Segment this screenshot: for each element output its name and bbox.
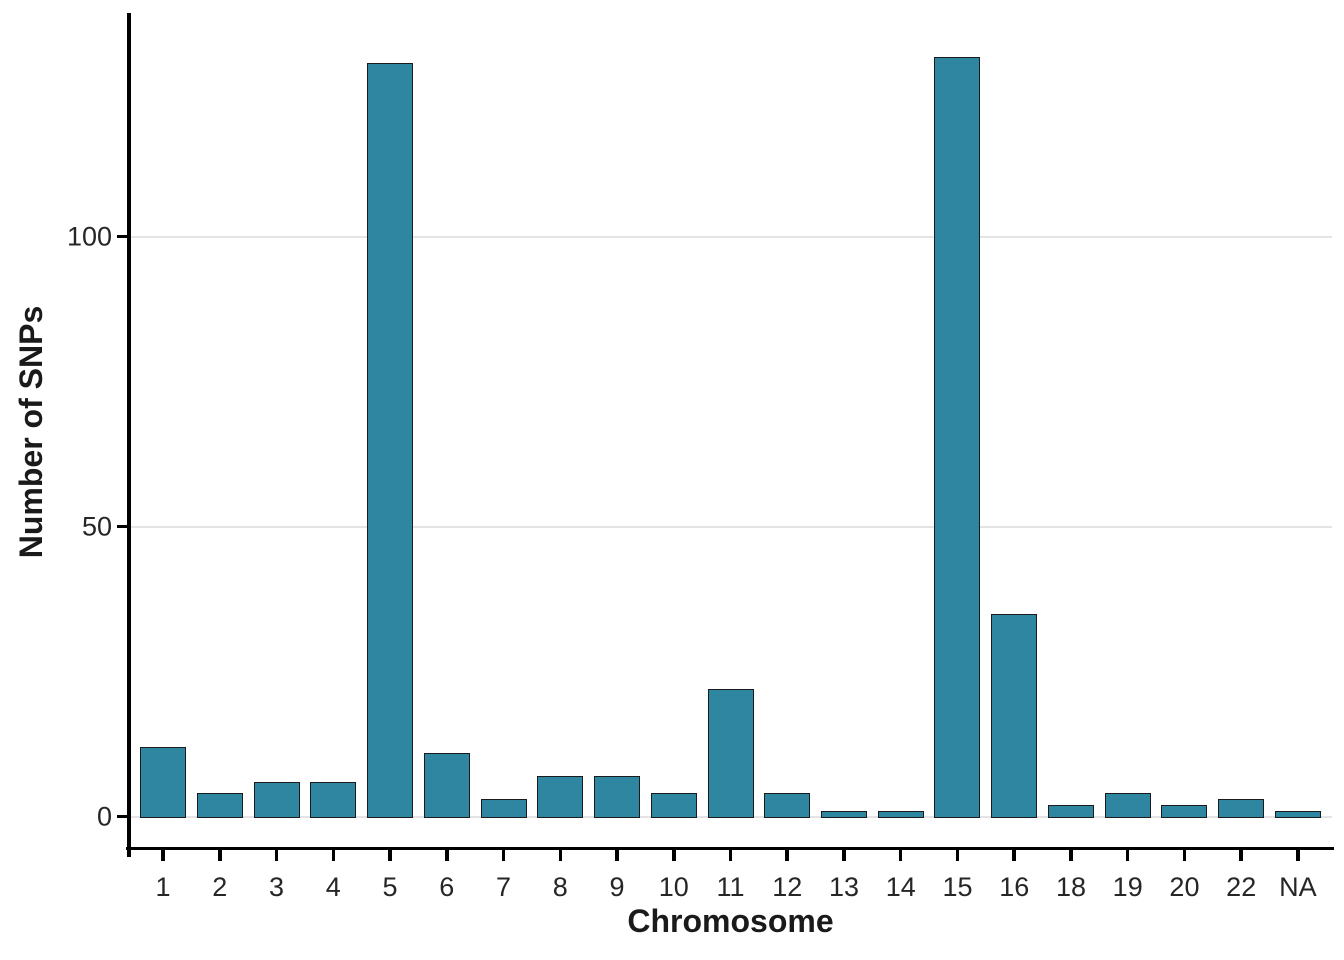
x-tick-1 — [161, 850, 165, 861]
bar-chr-8 — [537, 776, 584, 819]
x-tick-18 — [1069, 850, 1073, 861]
bar-chr-12 — [764, 793, 811, 819]
x-tick-5 — [388, 850, 392, 861]
bar-chr-5 — [367, 62, 414, 819]
bar-chr-9 — [594, 776, 640, 819]
x-tick-label-20: 20 — [1169, 872, 1200, 902]
x-tick-3 — [274, 850, 279, 861]
bar-chr-3 — [253, 781, 300, 819]
x-tick-label-13: 13 — [828, 872, 860, 902]
x-tick-12 — [785, 850, 789, 861]
bar-chr-13 — [820, 810, 867, 819]
bar-chr-19 — [1104, 793, 1151, 819]
y-tick-label-50: 50 — [81, 511, 112, 542]
bar-chr-7 — [480, 799, 527, 819]
x-tick-label-3: 3 — [269, 872, 285, 902]
x-tick-label-19: 19 — [1112, 872, 1143, 902]
x-tick-label-14: 14 — [885, 872, 916, 902]
bar-chr-16 — [991, 613, 1038, 819]
bar-chr-18 — [1047, 805, 1094, 819]
x-tick-label-11: 11 — [716, 872, 745, 902]
x-tick-label-9: 9 — [609, 872, 625, 902]
x-tick-label-10: 10 — [658, 872, 689, 902]
gridline-y-100 — [129, 235, 1332, 238]
y-tick-label-100: 100 — [66, 221, 112, 252]
x-tick-label-1: 1 — [155, 872, 171, 902]
x-tick-label-2: 2 — [212, 872, 228, 902]
x-tick-label-6: 6 — [439, 872, 455, 902]
x-tick-13 — [842, 850, 846, 861]
bar-chr-1 — [140, 747, 187, 819]
x-tick-7 — [501, 850, 506, 861]
x-tick-19 — [1125, 850, 1130, 861]
x-tick-label-22: 22 — [1226, 872, 1257, 902]
bar-chr-15 — [934, 56, 981, 819]
x-tick-label-5: 5 — [382, 872, 398, 902]
x-axis-line — [126, 846, 1334, 850]
bar-chr-NA — [1274, 810, 1321, 819]
y-tick-0 — [117, 814, 127, 819]
x-tick-15 — [955, 850, 960, 861]
x-axis-title: Chromosome — [627, 903, 834, 939]
x-tick-11 — [728, 850, 733, 861]
x-tick-label-NA: NA — [1279, 872, 1317, 902]
x-tick-label-12: 12 — [772, 872, 803, 902]
x-tick-label-15: 15 — [942, 872, 973, 902]
x-tick-22 — [1239, 850, 1243, 861]
x-tick-label-18: 18 — [1055, 872, 1086, 902]
plot-panel — [129, 15, 1332, 848]
x-tick-label-16: 16 — [999, 872, 1030, 902]
x-tick-4 — [331, 850, 336, 861]
bar-chr-4 — [310, 781, 357, 819]
y-axis-line — [127, 13, 131, 857]
x-tick-6 — [445, 850, 449, 861]
bar-chr-2 — [196, 793, 243, 819]
y-axis-title: Number of SNPs — [13, 305, 49, 558]
y-tick-label-0: 0 — [96, 801, 112, 832]
x-tick-16 — [1012, 850, 1016, 861]
bar-chr-22 — [1218, 799, 1265, 819]
x-tick-NA — [1296, 850, 1300, 861]
bar-chr-20 — [1161, 805, 1208, 819]
bar-chr-14 — [877, 810, 924, 819]
x-tick-label-4: 4 — [325, 872, 341, 902]
bar-chr-10 — [650, 793, 697, 819]
x-tick-9 — [615, 850, 619, 861]
x-tick-14 — [898, 850, 903, 861]
x-tick-20 — [1182, 850, 1187, 861]
x-tick-8 — [558, 850, 562, 861]
y-tick-100 — [117, 234, 127, 239]
x-tick-label-7: 7 — [496, 872, 512, 902]
x-tick-10 — [672, 850, 676, 861]
x-tick-2 — [218, 850, 222, 861]
y-tick-50 — [117, 524, 127, 529]
bar-chr-6 — [423, 752, 470, 819]
gridline-y-50 — [129, 525, 1332, 528]
x-tick-label-8: 8 — [552, 872, 568, 902]
bar-chr-11 — [707, 689, 754, 819]
